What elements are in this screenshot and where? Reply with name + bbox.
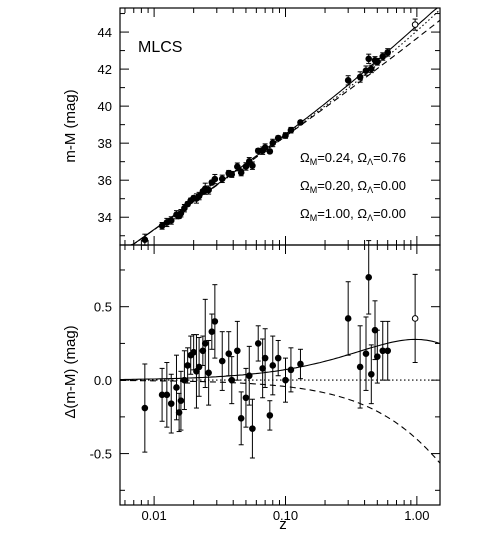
data-point: [266, 148, 274, 155]
data-point: [195, 192, 203, 200]
data-point: [249, 162, 256, 169]
residual-point: [173, 384, 180, 391]
data-point: [274, 134, 282, 142]
residual-curve-dashed: [120, 379, 441, 464]
residual-point: [211, 318, 219, 325]
residual-point: [362, 350, 370, 358]
residual-point: [218, 357, 226, 365]
data-point: [234, 163, 241, 171]
data-point: [211, 175, 219, 183]
top-axis-ticks: 34 36 38 40 42 44: [98, 8, 440, 245]
x-axis-title: z: [279, 516, 287, 533]
data-point-open: [411, 21, 419, 28]
residual-point: [163, 391, 171, 399]
residual-point: [287, 366, 295, 374]
legend-entry-dashed: ΩM=1.00, ΩΛ=0.00: [300, 206, 406, 223]
data-point: [141, 236, 149, 244]
data-point: [177, 209, 185, 217]
panel-label-mlcs: MLCS: [138, 39, 182, 56]
data-point: [344, 77, 352, 84]
bottom-axis-ticks: 0.01 0.10 1.00 -0.5 0.0 0.5: [90, 245, 440, 523]
bottom-model-curves: [120, 338, 441, 464]
residual-point: [234, 347, 241, 355]
y-tick-label: 0.0: [94, 373, 112, 388]
bottom-y-axis-title: Δ(m-M) (mag): [62, 325, 79, 418]
data-point: [167, 217, 175, 224]
x-tick-label: 0.01: [141, 508, 166, 523]
data-point: [362, 67, 370, 74]
residual-point: [368, 370, 375, 378]
data-point: [297, 119, 304, 126]
data-point: [245, 157, 253, 165]
residual-point: [205, 369, 212, 377]
top-y-axis-title: m-M (mag): [62, 89, 79, 162]
data-point: [374, 58, 381, 66]
residual-point: [254, 340, 262, 347]
residual-point: [225, 350, 233, 358]
data-point: [228, 171, 236, 178]
y-tick-label: 44: [98, 25, 112, 40]
residual-point: [282, 376, 289, 384]
data-point: [237, 169, 245, 176]
residual-point: [201, 340, 209, 347]
y-tick-label: 42: [98, 62, 112, 77]
data-point: [181, 204, 188, 212]
residual-curve-solid: [120, 338, 441, 381]
model-curve-dotted: [120, 9, 441, 246]
residual-point: [344, 315, 352, 322]
data-point: [282, 132, 289, 139]
residual-point: [181, 376, 188, 384]
data-point: [287, 126, 295, 134]
legend: ΩM=0.24, ΩΛ=0.76 ΩM=0.20, ΩΛ=0.00 ΩM=1.00,…: [300, 150, 406, 223]
residual-point-open: [411, 315, 419, 322]
y-tick-label: 40: [98, 99, 112, 114]
bottom-plot-frame: [119, 244, 441, 506]
x-tick-label: 0.10: [273, 508, 298, 523]
residual-point: [297, 360, 304, 368]
residual-point: [228, 376, 236, 384]
data-point: [158, 222, 166, 230]
residual-point: [177, 397, 185, 405]
data-point: [384, 49, 392, 56]
data-point: [356, 73, 364, 81]
data-point: [218, 175, 226, 183]
residual-point: [356, 363, 364, 371]
residual-point: [184, 362, 191, 369]
residual-point: [266, 412, 274, 419]
y-tick-label: 34: [98, 210, 112, 225]
residual-point: [365, 274, 373, 281]
residual-point: [242, 394, 250, 402]
y-tick-label: 0.5: [94, 300, 112, 315]
residual-point: [237, 415, 245, 422]
data-point: [365, 55, 373, 63]
y-tick-label: 36: [98, 173, 112, 188]
residual-point: [259, 365, 266, 372]
data-point: [261, 144, 269, 151]
y-tick-label: 38: [98, 136, 112, 151]
bottom-data-points: [141, 240, 419, 459]
legend-entry-solid: ΩM=0.24, ΩΛ=0.76: [300, 150, 406, 167]
residual-point: [141, 404, 149, 412]
data-point: [269, 139, 277, 147]
data-point: [368, 65, 375, 73]
residual-point: [208, 328, 216, 335]
residual-point: [384, 347, 392, 355]
residual-point: [167, 400, 175, 407]
residual-point: [245, 372, 253, 380]
x-tick-label: 1.00: [404, 508, 429, 523]
data-point: [379, 53, 387, 60]
residual-point: [374, 353, 381, 360]
bottom-panel-residuals: Δ(m-M) (mag) z 0.01 0.10 1.00 -0.5 0.0 0.5: [62, 240, 441, 533]
residual-point: [190, 348, 197, 356]
top-data-points: [141, 18, 419, 246]
residual-point: [269, 362, 277, 369]
y-tick-label: -0.5: [90, 447, 112, 462]
top-panel-mlcs: MLCS m-M (mag) 34 36 38 40 42 44 ΩM=0.24, ΩΛ=…: [62, 7, 441, 246]
residual-point: [249, 425, 256, 432]
residual-point: [261, 354, 269, 362]
data-point: [205, 186, 212, 194]
legend-entry-dotted: ΩM=0.20, ΩΛ=0.00: [300, 178, 406, 195]
residual-point: [274, 354, 282, 362]
